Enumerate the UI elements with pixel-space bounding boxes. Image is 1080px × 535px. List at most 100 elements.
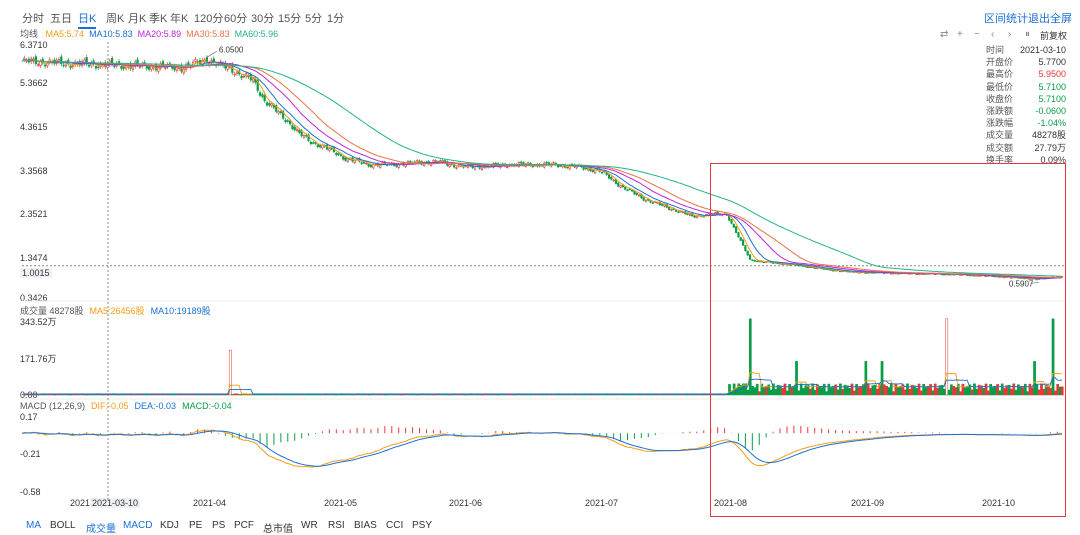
candle-body xyxy=(138,66,141,68)
candle-body xyxy=(312,142,315,144)
volume-bar xyxy=(1060,386,1064,396)
indicator-tab[interactable]: PSY xyxy=(412,520,433,531)
info-key: 涨跌幅 xyxy=(986,118,1014,129)
volume-axis-label: 171.76万 xyxy=(20,354,57,364)
ma-legend-title: 均线 xyxy=(20,29,39,39)
candle-body xyxy=(263,95,266,102)
scroll-left-icon[interactable]: ‹ xyxy=(991,29,995,40)
volume-bar xyxy=(1033,361,1036,396)
volume-bar xyxy=(513,394,516,396)
indicator-tab[interactable]: 成交量 xyxy=(86,524,116,535)
volume-bar xyxy=(238,394,241,396)
ma-legend-item: MA5:5.74 xyxy=(45,29,85,39)
volume-bar xyxy=(755,383,759,396)
volume-bar xyxy=(795,361,798,396)
scroll-right-icon[interactable]: › xyxy=(1008,29,1012,40)
indicator-tab[interactable]: PS xyxy=(212,520,226,531)
volume-bar xyxy=(231,394,234,396)
candle-body xyxy=(284,119,287,123)
period-tab[interactable]: 周K xyxy=(106,13,125,25)
candle-body xyxy=(781,263,784,265)
price-axis-label: 5.3662 xyxy=(20,78,48,88)
period-tab[interactable]: 120分 xyxy=(194,13,224,25)
period-tab[interactable]: 60分 xyxy=(224,13,248,25)
volume-bar xyxy=(37,394,40,396)
period-tab[interactable]: 15分 xyxy=(278,13,302,25)
indicator-tab[interactable]: PE xyxy=(189,520,203,531)
candle-body xyxy=(610,176,613,180)
candle-body xyxy=(674,209,678,212)
indicator-tab[interactable]: MACD xyxy=(123,520,153,531)
period-tab[interactable]: 5分 xyxy=(305,13,323,25)
period-tab[interactable]: 1分 xyxy=(327,13,345,25)
candle-body xyxy=(360,162,363,164)
volume-bar xyxy=(497,394,500,396)
indicator-tab[interactable]: BOLL xyxy=(50,520,76,531)
volume-bar xyxy=(480,394,484,396)
indicator-tab[interactable]: WR xyxy=(301,520,318,531)
candle-body xyxy=(94,66,98,69)
indicator-tab[interactable]: RSI xyxy=(328,520,345,531)
info-panel: 时间 2021-03-10 开盘价 5.7700 最高价 5.9500 最低价 5.7100 收… xyxy=(986,44,1066,166)
candle-body xyxy=(693,215,696,218)
candle-body xyxy=(339,154,343,156)
range-stats-link[interactable]: 区间统计 xyxy=(984,13,1028,25)
period-tab[interactable]: 五日 xyxy=(50,13,72,25)
pause-icon[interactable]: ⏸ xyxy=(1025,29,1030,40)
volume-bar xyxy=(698,394,701,396)
info-row: 成交额 27.79万 xyxy=(986,142,1066,154)
x-axis-label: 2021 xyxy=(70,498,91,508)
candle-body xyxy=(282,111,285,119)
candle-body xyxy=(25,60,28,62)
candle-body xyxy=(635,192,638,195)
volume-bar xyxy=(53,394,57,396)
volume-bar xyxy=(956,383,960,396)
indicator-tab[interactable]: KDJ xyxy=(160,520,179,531)
adjust-mode-label[interactable]: 前复权 xyxy=(1040,31,1068,41)
volume-bar xyxy=(432,394,436,396)
candle-body xyxy=(506,166,509,169)
indicator-tab[interactable]: BIAS xyxy=(354,520,377,531)
zoom-out-icon[interactable]: − xyxy=(974,29,980,40)
price-axis-label: 3.3568 xyxy=(20,166,48,176)
period-tab[interactable]: 月K xyxy=(128,13,147,25)
indicator-tab[interactable]: 总市值 xyxy=(263,524,293,535)
info-key: 换手率 xyxy=(986,154,1014,165)
swap-icon[interactable]: ⇄ xyxy=(940,29,949,40)
zoom-in-icon[interactable]: + xyxy=(957,29,963,40)
indicator-tab[interactable]: PCF xyxy=(234,520,254,531)
candle-body xyxy=(605,172,608,175)
candle-body xyxy=(37,64,40,66)
info-key: 最高价 xyxy=(986,69,1014,80)
info-value: 5.7100 xyxy=(1038,81,1066,92)
period-tab[interactable]: 年K xyxy=(170,13,189,25)
candle-body xyxy=(44,64,47,67)
candle-body xyxy=(748,254,752,260)
volume-bar xyxy=(864,361,868,396)
candle-body xyxy=(751,259,754,261)
period-tab[interactable]: 30分 xyxy=(251,13,275,25)
candle-body xyxy=(753,259,756,262)
candle-body xyxy=(330,147,333,150)
ma-legend-item: MA60:5.96 xyxy=(234,29,279,39)
candle-body xyxy=(679,211,682,213)
candle-body xyxy=(686,213,689,215)
x-axis-label: 2021-05 xyxy=(324,498,358,508)
candle-body xyxy=(545,161,548,164)
period-tab[interactable]: 季K xyxy=(149,13,168,25)
exit-fullscreen-link[interactable]: 退出全屏 xyxy=(1028,13,1072,25)
macd-axis-label: -0.58 xyxy=(20,487,41,497)
candle-body xyxy=(642,197,645,201)
candle-body xyxy=(520,161,523,164)
period-tab[interactable]: 分时 xyxy=(22,13,44,25)
volume-bar xyxy=(416,394,419,396)
legend-item: MACD:-0.04 xyxy=(182,401,232,411)
candle-body xyxy=(688,213,692,216)
period-tab[interactable]: 日K xyxy=(78,10,97,29)
indicator-tab[interactable]: CCI xyxy=(386,520,404,531)
info-value: 27.79万 xyxy=(1034,142,1066,153)
volume-bar xyxy=(448,394,452,396)
indicator-tab[interactable]: MA xyxy=(26,520,41,531)
ma-line-ma60 xyxy=(21,59,1063,277)
